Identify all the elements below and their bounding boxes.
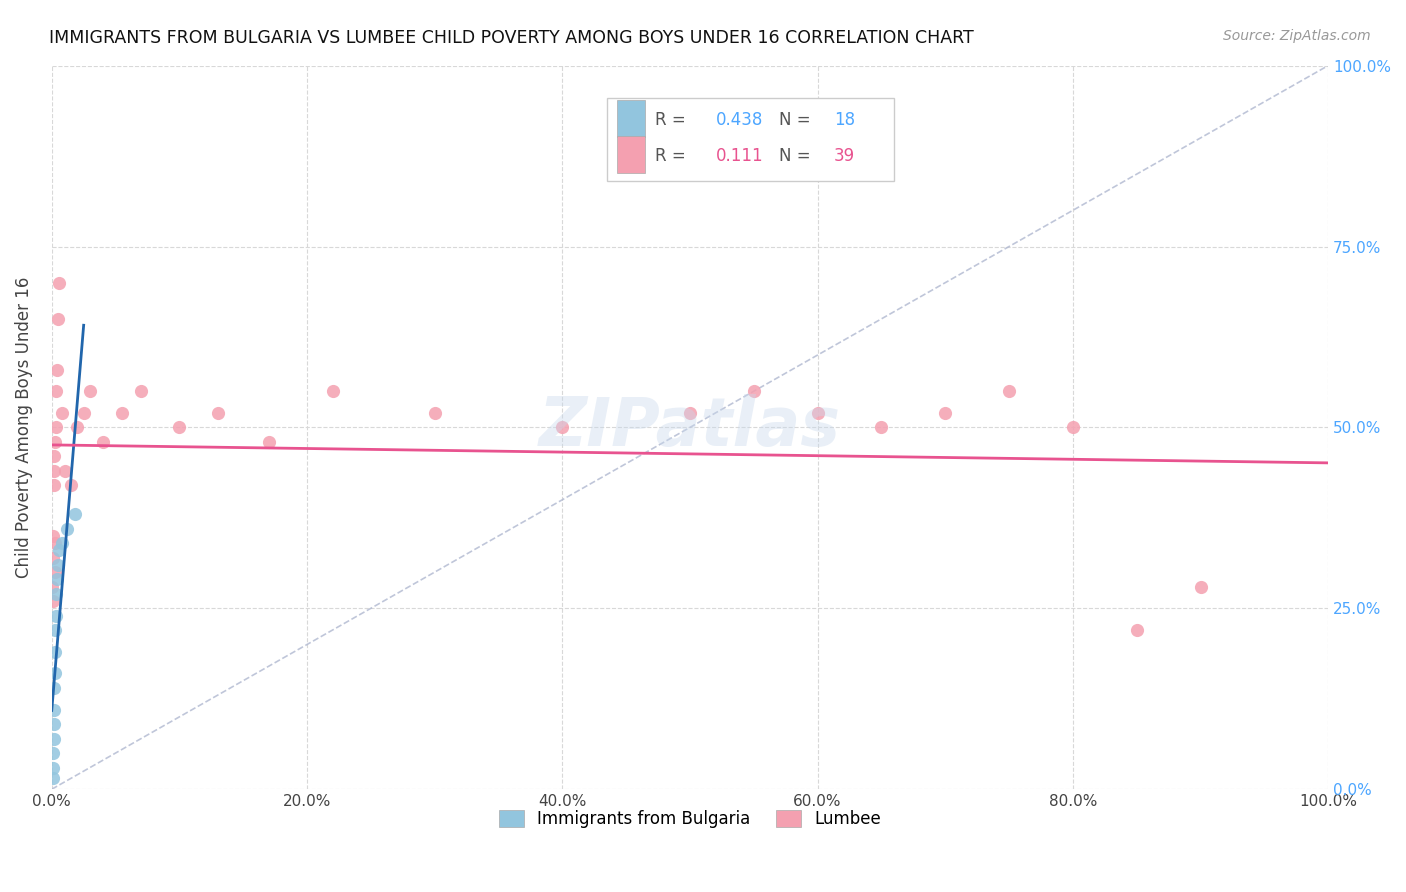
Text: N =: N = (779, 111, 811, 128)
Point (41, 580, 63, 594)
Point (742, 384, 765, 399)
Point (79, 384, 101, 399)
Text: ZIPatlas: ZIPatlas (538, 394, 841, 460)
Text: Source: ZipAtlas.com: Source: ZipAtlas.com (1223, 29, 1371, 43)
Point (169, 420, 191, 434)
Point (42, 760, 65, 774)
Point (42, 594, 65, 608)
Point (42, 703, 65, 717)
Text: 0.111: 0.111 (716, 147, 763, 165)
Point (42, 550, 65, 565)
Point (51, 536, 73, 550)
Point (44, 450, 66, 464)
Point (44, 645, 66, 659)
Point (1125, 623, 1147, 637)
Point (44, 623, 66, 637)
Point (42, 464, 65, 478)
Point (56, 522, 79, 536)
Point (42, 772, 65, 786)
Point (934, 406, 956, 420)
Point (53, 464, 76, 478)
Point (46, 311, 69, 326)
FancyBboxPatch shape (617, 136, 645, 173)
Point (45, 573, 67, 587)
Point (45, 362, 67, 376)
Point (45, 608, 67, 623)
Point (48, 276, 70, 290)
Point (870, 420, 893, 434)
Text: IMMIGRANTS FROM BULGARIA VS LUMBEE CHILD POVERTY AMONG BOYS UNDER 16 CORRELATION: IMMIGRANTS FROM BULGARIA VS LUMBEE CHILD… (49, 29, 974, 46)
Point (46, 558, 69, 572)
Point (423, 406, 446, 420)
Point (679, 406, 702, 420)
Point (44, 666, 66, 681)
Point (42, 478, 65, 492)
Point (111, 406, 134, 420)
Point (129, 384, 152, 399)
Text: R =: R = (655, 147, 686, 165)
Point (44, 434, 66, 449)
Point (42, 746, 65, 760)
Y-axis label: Child Poverty Among Boys Under 16: Child Poverty Among Boys Under 16 (15, 277, 32, 578)
Point (45, 587, 67, 601)
Point (322, 384, 344, 399)
Point (42, 717, 65, 731)
Point (48, 543, 70, 558)
FancyBboxPatch shape (607, 98, 894, 181)
Point (59, 478, 82, 492)
Text: 18: 18 (834, 111, 855, 128)
Point (73, 406, 96, 420)
Point (44, 565, 66, 579)
Legend: Immigrants from Bulgaria, Lumbee: Immigrants from Bulgaria, Lumbee (492, 804, 887, 835)
Point (1062, 420, 1084, 434)
Point (42, 529, 65, 543)
Text: 0.438: 0.438 (716, 111, 763, 128)
Point (998, 384, 1021, 399)
Text: N =: N = (779, 147, 811, 165)
Point (63, 508, 86, 522)
Text: 39: 39 (834, 147, 855, 165)
Point (257, 434, 280, 449)
Text: R =: R = (655, 111, 686, 128)
Point (44, 536, 66, 550)
Point (551, 420, 574, 434)
Point (42, 731, 65, 746)
Point (45, 420, 67, 434)
FancyBboxPatch shape (617, 100, 645, 136)
Point (45, 384, 67, 399)
Point (1189, 580, 1212, 594)
Point (66, 420, 89, 434)
Point (44, 681, 66, 695)
Point (207, 406, 229, 420)
Point (91, 434, 114, 449)
Point (51, 406, 73, 420)
Point (806, 406, 828, 420)
